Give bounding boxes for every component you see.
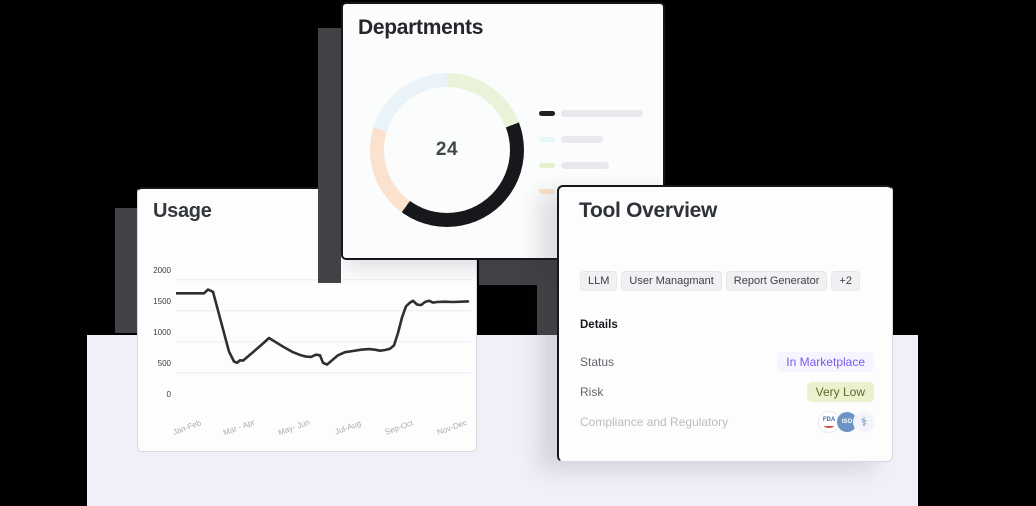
legend-placeholder-bar [561, 109, 643, 117]
detail-row: Status In Marketplace [580, 347, 874, 377]
legend-color-dash [539, 188, 555, 194]
legend-color-dash [539, 110, 555, 116]
tool-detail-rows: Status In Marketplace Risk Very Low Complian… [580, 347, 874, 437]
tool-overview-title: Tool Overview [579, 199, 718, 222]
tool-tag-chip[interactable]: User Managmant [621, 271, 722, 292]
iso-badge-icon: ISO [837, 412, 857, 432]
usage-y-tick: 0 [166, 390, 171, 399]
fda-badge-swoosh [824, 424, 834, 428]
status-badge: In Marketplace [777, 351, 874, 373]
legend-placeholder-bar [561, 161, 609, 169]
status-badge: Very Low [806, 381, 874, 403]
usage-x-tick: Nov-Dec [435, 417, 469, 438]
tool-tag-chip[interactable]: +2 [831, 271, 860, 292]
detail-row: Risk Very Low [580, 377, 874, 407]
detail-row: Compliance and Regulatory FDA ISO ⚕ [580, 407, 874, 437]
usage-x-tick: Sep-Oct [383, 418, 415, 437]
legend-color-dash [539, 162, 555, 168]
tool-tags: LLM User Managmant Report Generator +2 [580, 271, 860, 292]
tool-tag-chip[interactable]: Report Generator [725, 271, 828, 292]
legend-row [539, 100, 643, 126]
usage-y-tick: 1000 [153, 328, 171, 337]
usage-y-tick: 1500 [153, 297, 171, 306]
usage-line-chart [176, 279, 471, 374]
usage-x-tick: May- Jun [277, 417, 311, 438]
usage-y-tick: 2000 [153, 266, 171, 275]
tool-tag-chip[interactable]: LLM [580, 271, 618, 292]
legend-placeholder-bar [561, 135, 603, 143]
donut-center-value: 24 [435, 139, 459, 160]
donut-hole: 24 [384, 87, 510, 213]
detail-row-label: Risk [580, 385, 604, 399]
tool-overview-card: Tool Overview LLM User Managmant Report Ge… [557, 185, 893, 462]
usage-y-tick: 500 [157, 359, 171, 368]
medical-badge-icon: ⚕ [854, 412, 874, 432]
usage-card-shadow-panel [115, 208, 138, 333]
details-heading: Details [580, 319, 618, 331]
usage-x-tick: Jan-Feb [171, 418, 203, 437]
usage-card-title: Usage [153, 200, 212, 222]
medical-badge-glyph: ⚕ [860, 415, 868, 429]
legend-color-dash [539, 136, 555, 142]
fda-badge-text: FDA [822, 416, 836, 423]
usage-line-series [176, 288, 470, 366]
legend-row [539, 152, 643, 178]
legend-row [539, 126, 643, 152]
usage-x-tick: Jul-Aug [333, 418, 363, 437]
compliance-badges: FDA ISO ⚕ [818, 411, 874, 433]
usage-x-tick: Mar - Apr [222, 417, 256, 438]
departments-card-title: Departments [358, 16, 484, 39]
departments-card-shadow-bar [318, 28, 341, 283]
departments-donut-chart: 24 [370, 73, 524, 227]
detail-row-label: Status [580, 355, 615, 369]
detail-row-label: Compliance and Regulatory [580, 415, 729, 429]
iso-badge-text: ISO [841, 419, 853, 425]
